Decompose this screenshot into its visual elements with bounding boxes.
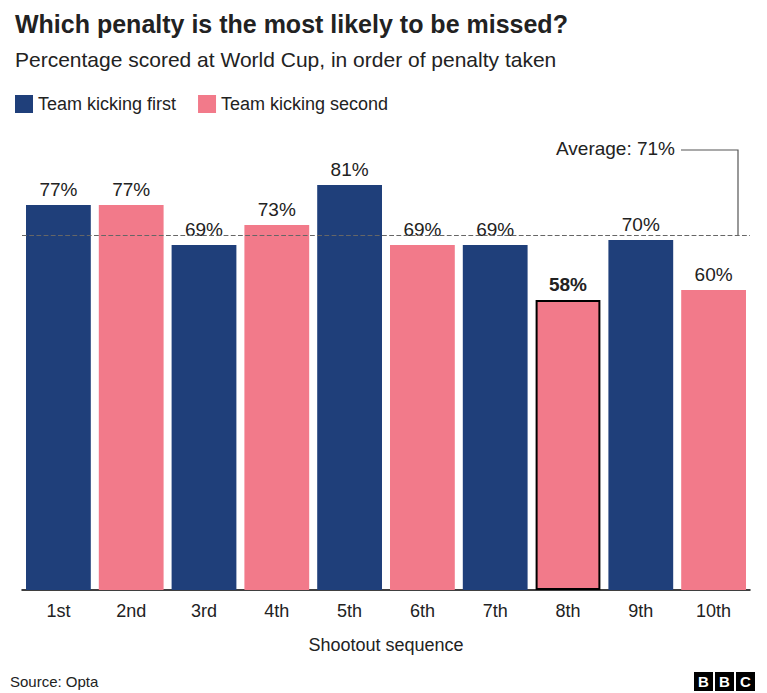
svg-text:69%: 69% xyxy=(476,219,514,240)
svg-text:5th: 5th xyxy=(337,601,362,621)
svg-text:Team kicking first: Team kicking first xyxy=(38,94,176,114)
svg-text:Team kicking second: Team kicking second xyxy=(221,94,388,114)
svg-text:B: B xyxy=(698,673,709,690)
svg-text:70%: 70% xyxy=(622,214,660,235)
svg-text:10th: 10th xyxy=(696,601,731,621)
svg-text:3rd: 3rd xyxy=(191,601,217,621)
svg-text:77%: 77% xyxy=(112,179,150,200)
svg-text:9th: 9th xyxy=(628,601,653,621)
svg-text:58%: 58% xyxy=(549,274,587,295)
svg-text:2nd: 2nd xyxy=(116,601,146,621)
svg-text:60%: 60% xyxy=(695,264,733,285)
svg-text:8th: 8th xyxy=(555,601,580,621)
svg-text:81%: 81% xyxy=(331,159,369,180)
svg-text:69%: 69% xyxy=(185,219,223,240)
svg-text:1st: 1st xyxy=(46,601,70,621)
svg-text:B: B xyxy=(719,673,730,690)
svg-text:Average: 71%: Average: 71% xyxy=(556,138,675,159)
svg-text:6th: 6th xyxy=(410,601,435,621)
svg-text:73%: 73% xyxy=(258,199,296,220)
svg-text:69%: 69% xyxy=(403,219,441,240)
svg-text:Shootout sequence: Shootout sequence xyxy=(308,635,463,655)
svg-text:Source: Opta: Source: Opta xyxy=(10,673,99,690)
svg-text:7th: 7th xyxy=(483,601,508,621)
svg-text:Percentage scored at World Cup: Percentage scored at World Cup, in order… xyxy=(15,48,556,71)
svg-text:4th: 4th xyxy=(264,601,289,621)
svg-text:Which penalty is the most like: Which penalty is the most likely to be m… xyxy=(15,10,568,38)
svg-text:77%: 77% xyxy=(39,179,77,200)
svg-text:C: C xyxy=(740,673,751,690)
